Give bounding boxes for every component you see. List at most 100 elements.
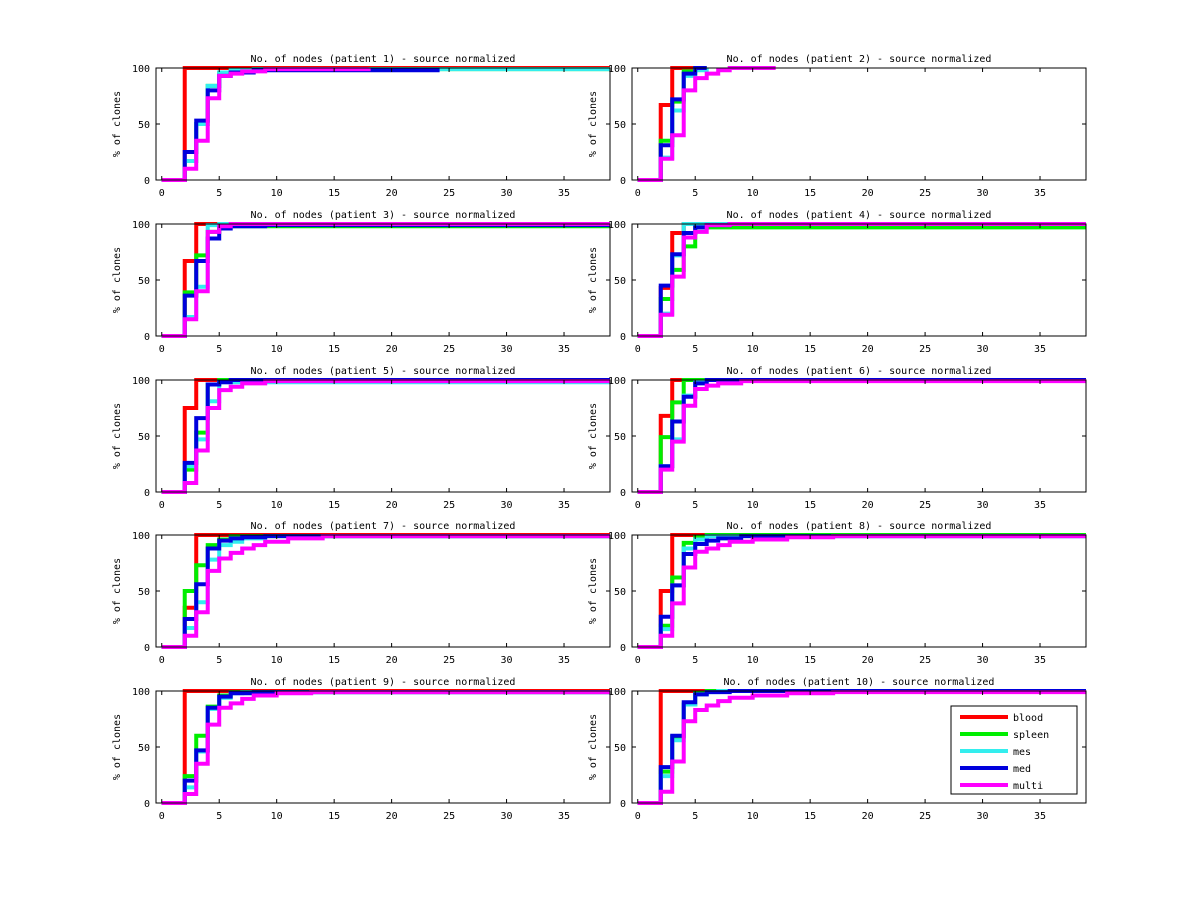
y-tick-label: 50: [614, 587, 626, 598]
y-axis-label: % of clones: [588, 91, 599, 157]
x-tick-label: 20: [862, 188, 874, 199]
x-tick-label: 35: [1034, 344, 1046, 355]
x-tick-label: 5: [692, 655, 698, 666]
x-tick-label: 5: [692, 500, 698, 511]
y-tick-label: 0: [144, 799, 150, 810]
x-tick-label: 35: [558, 344, 570, 355]
x-tick-label: 35: [558, 500, 570, 511]
x-tick-label: 0: [159, 188, 165, 199]
x-tick-label: 30: [977, 811, 989, 822]
series-spleen: [161, 534, 610, 649]
x-tick-label: 25: [443, 500, 455, 511]
x-tick-label: 10: [271, 344, 283, 355]
y-tick-label: 50: [614, 276, 626, 287]
axes-frame: [631, 223, 1087, 337]
axes-frame: [155, 534, 611, 648]
y-axis-label: % of clones: [112, 403, 123, 469]
y-tick-label: 50: [614, 743, 626, 754]
x-tick-label: 10: [271, 655, 283, 666]
y-tick-label: 0: [620, 799, 626, 810]
series-med: [637, 534, 1086, 649]
legend-label-mes: mes: [1013, 747, 1031, 758]
subplot-title: No. of nodes (patient 5) - source normal…: [251, 366, 516, 377]
x-tick-label: 35: [1034, 188, 1046, 199]
y-tick-label: 0: [144, 332, 150, 343]
y-tick-label: 50: [614, 432, 626, 443]
x-tick-label: 30: [501, 188, 513, 199]
legend-label-med: med: [1013, 764, 1031, 775]
x-tick-label: 0: [159, 811, 165, 822]
x-tick-label: 5: [216, 344, 222, 355]
x-tick-label: 10: [747, 500, 759, 511]
x-tick-label: 25: [443, 188, 455, 199]
x-tick-label: 30: [501, 655, 513, 666]
x-tick-label: 0: [635, 500, 641, 511]
y-axis-label: % of clones: [588, 558, 599, 624]
x-tick-label: 30: [977, 344, 989, 355]
x-tick-label: 5: [692, 811, 698, 822]
y-tick-label: 0: [144, 643, 150, 654]
series-mes: [161, 380, 610, 494]
legend-label-blood: blood: [1013, 713, 1043, 724]
x-tick-label: 25: [919, 344, 931, 355]
x-tick-label: 20: [386, 655, 398, 666]
y-axis-label: % of clones: [112, 91, 123, 157]
x-tick-label: 25: [443, 655, 455, 666]
y-axis-label: % of clones: [112, 714, 123, 780]
x-tick-label: 30: [977, 500, 989, 511]
x-tick-label: 20: [386, 811, 398, 822]
y-tick-label: 0: [144, 488, 150, 499]
series-multi: [161, 222, 610, 338]
y-axis-label: % of clones: [588, 714, 599, 780]
x-tick-label: 15: [328, 811, 340, 822]
y-tick-label: 0: [620, 176, 626, 187]
subplot-patient-1: 0 5 10 15 20 25 30 35 0 50 100 % of clones No. of no…: [112, 54, 611, 199]
y-tick-label: 100: [608, 64, 626, 75]
x-tick-label: 35: [1034, 811, 1046, 822]
y-tick-label: 0: [144, 176, 150, 187]
x-tick-label: 20: [386, 344, 398, 355]
subplot-title: No. of nodes (patient 1) - source normal…: [251, 54, 516, 65]
x-tick-label: 0: [635, 188, 641, 199]
y-tick-label: 100: [608, 531, 626, 542]
y-tick-label: 100: [608, 687, 626, 698]
series-multi: [637, 690, 1086, 805]
series-mes: [161, 67, 610, 182]
y-tick-label: 100: [132, 64, 150, 75]
series-spleen: [637, 224, 1086, 338]
x-tick-label: 25: [919, 811, 931, 822]
legend: blood spleen mes med multi: [950, 705, 1078, 795]
series-med: [161, 223, 610, 338]
y-tick-label: 100: [608, 220, 626, 231]
axes-frame: [155, 379, 611, 493]
x-tick-label: 15: [328, 188, 340, 199]
series-spleen: [161, 67, 610, 182]
series-spleen: [161, 378, 610, 494]
x-tick-label: 15: [804, 188, 816, 199]
x-tick-label: 0: [159, 655, 165, 666]
x-tick-label: 10: [747, 811, 759, 822]
x-tick-label: 10: [271, 500, 283, 511]
y-tick-label: 100: [132, 531, 150, 542]
y-tick-label: 0: [620, 643, 626, 654]
subplot-title: No. of nodes (patient 8) - source normal…: [727, 521, 992, 532]
x-tick-label: 5: [216, 811, 222, 822]
x-tick-label: 5: [692, 344, 698, 355]
series-blood: [161, 66, 610, 182]
series-mes: [637, 222, 1086, 338]
x-tick-label: 20: [862, 655, 874, 666]
x-tick-label: 15: [328, 655, 340, 666]
x-tick-label: 0: [635, 344, 641, 355]
subplot-patient-7: 0 5 10 15 20 25 30 35 0 50 100 % of clones No. of no…: [112, 521, 611, 666]
series-med: [637, 689, 1086, 805]
subplot-patient-2: 0 5 10 15 20 25 30 35 0 50 100 % of clones No. of no…: [588, 54, 1087, 199]
y-tick-label: 50: [138, 276, 150, 287]
y-tick-label: 100: [132, 687, 150, 698]
x-tick-label: 15: [804, 344, 816, 355]
y-tick-label: 100: [608, 376, 626, 387]
x-tick-label: 10: [271, 188, 283, 199]
series-multi: [637, 222, 1086, 338]
x-tick-label: 0: [635, 811, 641, 822]
series-multi: [161, 67, 371, 182]
subplot-patient-5: 0 5 10 15 20 25 30 35 0 50 100 % of clones No. of no…: [112, 366, 611, 511]
